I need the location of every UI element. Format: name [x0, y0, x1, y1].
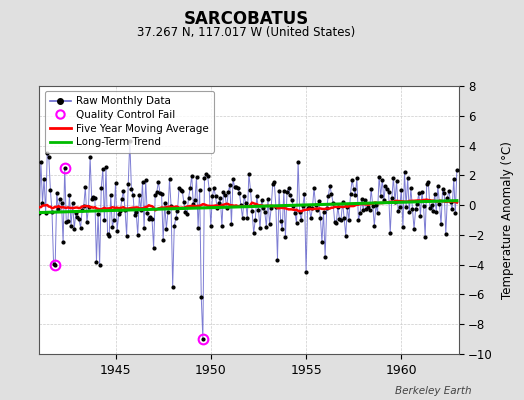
Y-axis label: Temperature Anomaly (°C): Temperature Anomaly (°C): [501, 141, 514, 299]
Text: SARCOBATUS: SARCOBATUS: [183, 10, 309, 28]
Text: 37.267 N, 117.017 W (United States): 37.267 N, 117.017 W (United States): [137, 26, 355, 39]
Legend: Raw Monthly Data, Quality Control Fail, Five Year Moving Average, Long-Term Tren: Raw Monthly Data, Quality Control Fail, …: [45, 91, 214, 152]
Text: Berkeley Earth: Berkeley Earth: [395, 386, 472, 396]
